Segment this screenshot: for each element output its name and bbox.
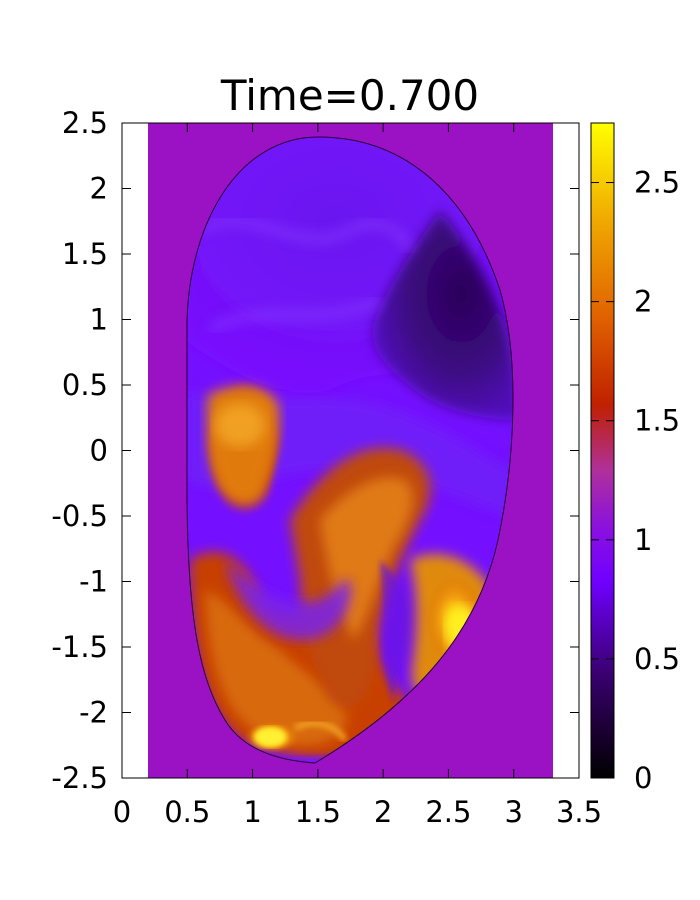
y-tick-label: 1 [90, 303, 108, 337]
y-tick-label: -1.5 [51, 630, 108, 664]
y-tick-label: -0.5 [51, 499, 108, 533]
y-tick-label: -2 [79, 696, 108, 730]
x-tick-label: 0.5 [164, 795, 210, 829]
x-tick-label: 2 [374, 795, 392, 829]
x-tick-label: 2.5 [425, 795, 471, 829]
plot-area [148, 123, 553, 778]
y-tick-label: 2 [90, 172, 108, 206]
x-axis: 0 0.5 1 1.5 2 2.5 3 3.5 [113, 123, 602, 829]
y-tick-label: 0.5 [62, 368, 108, 402]
colorbar-tick-label: 0 [634, 761, 652, 795]
colorbar-tick-label: 0.5 [634, 642, 680, 676]
x-tick-label: 1 [243, 795, 261, 829]
domain-interior [187, 137, 513, 763]
colorbar-tick-label: 2.5 [634, 166, 680, 200]
colorbar-tick-label: 2 [634, 285, 652, 319]
colorbar-axis: 0 0.5 1 1.5 2 2.5 [591, 166, 680, 795]
y-tick-label: -1 [79, 565, 108, 599]
colorbar [590, 122, 615, 779]
chart-title: Time=0.700 [220, 71, 479, 120]
x-tick-label: 0 [113, 795, 131, 829]
y-axis: -2.5 -2 -1.5 -1 -0.5 0 0.5 1 1.5 2 2.5 [51, 106, 579, 795]
y-tick-label: 1.5 [62, 237, 108, 271]
y-tick-label: 2.5 [62, 106, 108, 140]
colorbar-tick-label: 1 [634, 523, 652, 557]
y-tick-label: -2.5 [51, 761, 108, 795]
x-tick-label: 1.5 [295, 795, 341, 829]
x-tick-label: 3 [504, 795, 522, 829]
y-tick-label: 0 [90, 434, 108, 468]
colorbar-tick-label: 1.5 [634, 404, 680, 438]
domain-boundary [186, 136, 514, 764]
x-tick-label: 3.5 [556, 795, 602, 829]
